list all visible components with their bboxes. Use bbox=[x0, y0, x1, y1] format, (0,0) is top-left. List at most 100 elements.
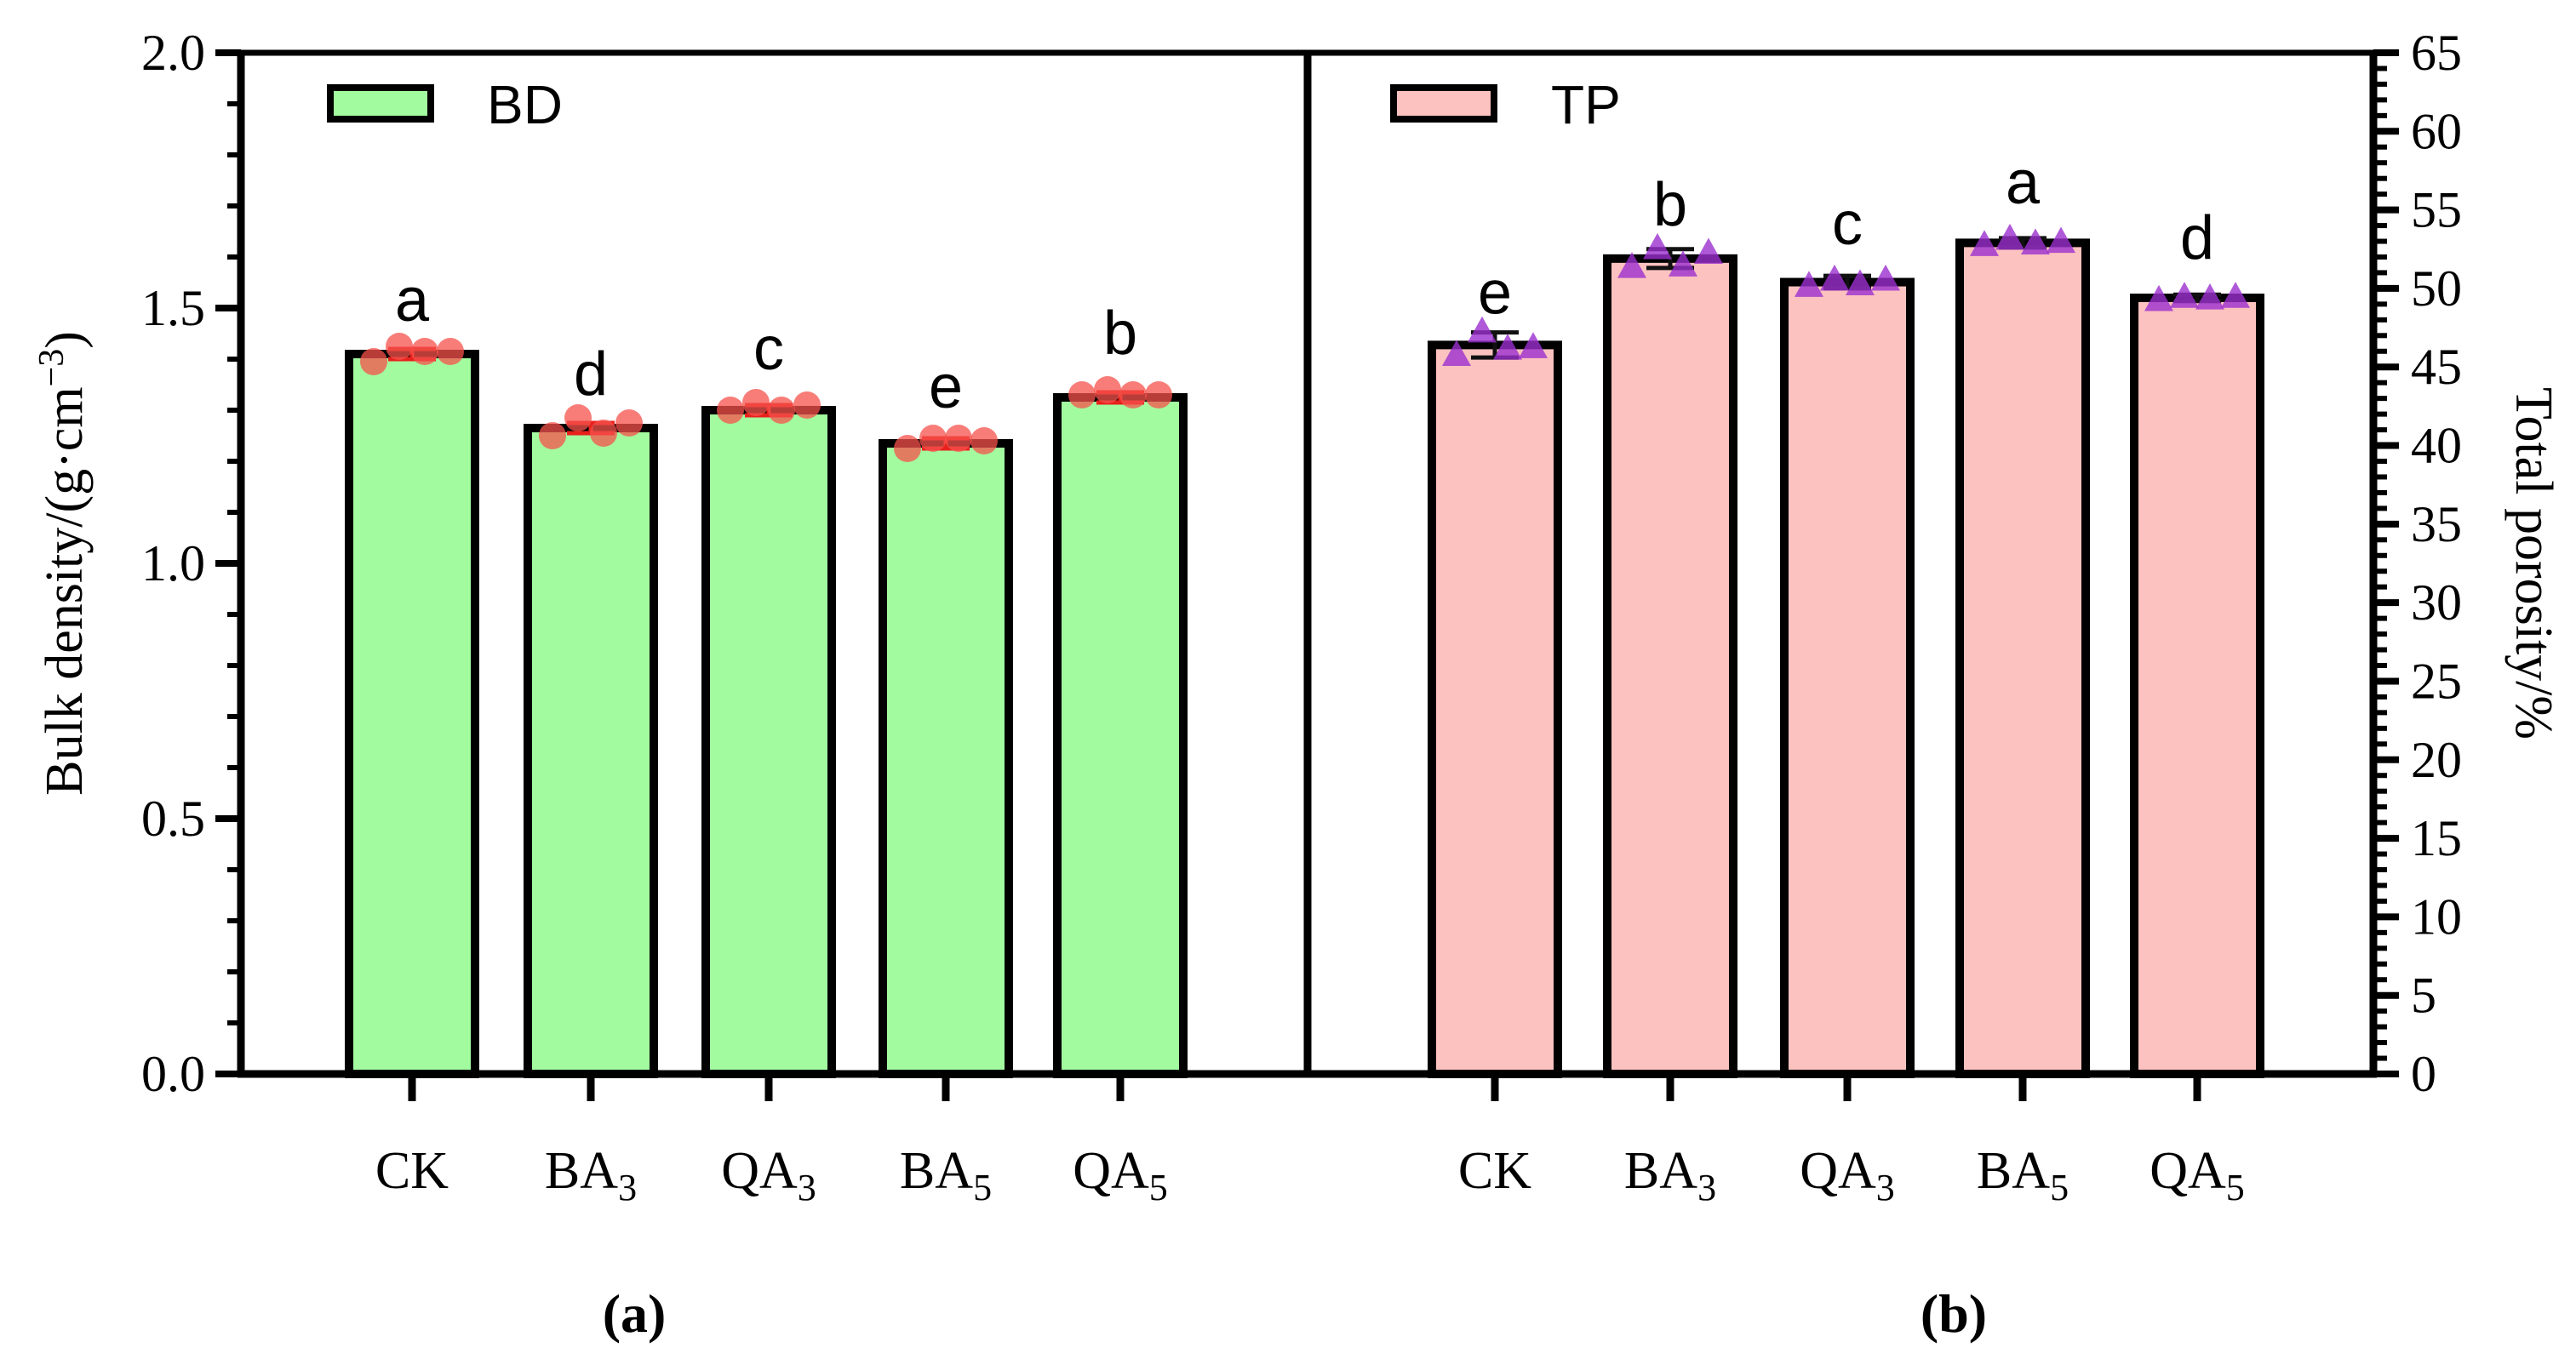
data-point bbox=[386, 333, 413, 360]
legend-bd-label: BD bbox=[487, 74, 563, 135]
legend-bd-swatch bbox=[327, 84, 434, 123]
bar bbox=[2130, 294, 2264, 1078]
y-tick-label: 2.0 bbox=[141, 25, 205, 81]
y-tick-label: 5 bbox=[2411, 968, 2436, 1024]
data-point bbox=[411, 338, 438, 365]
data-point bbox=[793, 391, 821, 419]
data-point bbox=[1493, 334, 1522, 360]
x-tick-label: QA5 bbox=[2150, 1142, 2245, 1208]
data-point bbox=[742, 389, 770, 416]
data-point bbox=[1145, 381, 1172, 408]
data-point bbox=[894, 435, 921, 462]
panel-b: 0 5 10 15 20 25 30 35 40 45 50 55 60 65 e CK b BA3 c QA3 a BA… bbox=[1428, 25, 2462, 1208]
bar bbox=[1428, 340, 1562, 1078]
data-point bbox=[564, 404, 592, 431]
bar bbox=[1053, 393, 1188, 1078]
bar bbox=[1955, 238, 2090, 1078]
y-tick-label: 35 bbox=[2411, 496, 2462, 552]
y-tick-label: 45 bbox=[2411, 339, 2462, 395]
data-point bbox=[1068, 381, 1096, 408]
data-point bbox=[717, 397, 744, 424]
data-point bbox=[615, 409, 643, 437]
significance-letter: b bbox=[1103, 300, 1137, 368]
y-axis-title-left: Bulk density/(g·cm−3) bbox=[32, 331, 94, 796]
y-tick-label: 0.0 bbox=[141, 1046, 205, 1102]
legend-tp-swatch bbox=[1390, 84, 1497, 123]
data-point bbox=[2221, 282, 2250, 308]
significance-letter: d bbox=[2180, 204, 2214, 272]
bar bbox=[1780, 277, 1915, 1078]
x-tick-label: BA3 bbox=[545, 1142, 637, 1208]
panel-label-a: (a) bbox=[603, 1283, 667, 1344]
legend-tp: TP bbox=[1390, 74, 1621, 135]
significance-letter: a bbox=[2006, 149, 2041, 217]
significance-letter: c bbox=[1832, 190, 1863, 258]
data-point bbox=[1643, 232, 1672, 260]
y-tick-label: 25 bbox=[2411, 653, 2462, 709]
significance-letter: c bbox=[753, 315, 784, 383]
y-tick-label: 30 bbox=[2411, 574, 2462, 631]
data-point bbox=[945, 425, 972, 452]
data-point bbox=[437, 338, 464, 365]
x-tick-label: BA5 bbox=[900, 1142, 992, 1208]
data-point bbox=[2021, 228, 2050, 254]
panel-label-b: (b) bbox=[1921, 1283, 1987, 1344]
data-point bbox=[970, 427, 998, 454]
data-point bbox=[1468, 316, 1497, 343]
data-point bbox=[1871, 264, 1900, 291]
significance-letter: b bbox=[1653, 171, 1687, 239]
significance-letter: e bbox=[1478, 259, 1512, 327]
y-tick-label: 40 bbox=[2411, 418, 2462, 474]
data-point bbox=[2046, 226, 2075, 254]
y-tick-label: 10 bbox=[2411, 888, 2462, 945]
data-point bbox=[2170, 282, 2199, 308]
data-point bbox=[1970, 230, 1999, 256]
data-point bbox=[539, 422, 566, 449]
bar bbox=[524, 424, 658, 1078]
y-tick-label: 0.5 bbox=[141, 791, 205, 847]
y-tick-label: 65 bbox=[2411, 25, 2462, 81]
significance-letter: a bbox=[395, 266, 430, 334]
y-tick-label: 20 bbox=[2411, 732, 2462, 788]
y-tick-label: 60 bbox=[2411, 103, 2462, 159]
data-point bbox=[1519, 332, 1548, 358]
data-point bbox=[1820, 264, 1849, 291]
data-point bbox=[1694, 237, 1723, 265]
bar bbox=[701, 406, 836, 1078]
bar bbox=[1603, 254, 1737, 1079]
x-tick-label: BA5 bbox=[1977, 1142, 2069, 1208]
data-point bbox=[1119, 381, 1147, 408]
significance-letter: d bbox=[574, 340, 608, 408]
x-tick-label: CK bbox=[1458, 1142, 1531, 1200]
bar bbox=[879, 439, 1013, 1078]
data-point bbox=[2144, 284, 2173, 311]
legend-tp-label: TP bbox=[1551, 74, 1621, 135]
panel-a: 0.0 0.5 1.0 1.5 2.0 a CK d BA3 c QA3 e BA5 b QA5 bbox=[141, 25, 1188, 1208]
data-point bbox=[590, 420, 617, 447]
y-axis-title-right: Total porosity/% bbox=[2504, 387, 2562, 740]
bar bbox=[345, 350, 479, 1078]
data-point bbox=[2195, 283, 2224, 310]
data-point bbox=[1669, 250, 1697, 277]
x-tick-label: QA5 bbox=[1073, 1142, 1168, 1208]
data-point bbox=[360, 348, 387, 375]
x-tick-label: BA3 bbox=[1624, 1142, 1716, 1208]
y-tick-label: 15 bbox=[2411, 810, 2462, 866]
data-point bbox=[1995, 223, 2024, 250]
y-tick-label: 1.5 bbox=[141, 280, 205, 336]
data-point bbox=[768, 397, 795, 424]
data-point bbox=[1617, 252, 1646, 278]
data-point bbox=[919, 425, 947, 452]
data-point bbox=[1094, 376, 1121, 403]
data-point bbox=[1442, 340, 1471, 367]
x-tick-label: QA3 bbox=[721, 1142, 816, 1208]
y-tick-label: 1.0 bbox=[141, 535, 205, 591]
data-point bbox=[1846, 269, 1875, 295]
data-point bbox=[1795, 271, 1823, 297]
x-tick-label: QA3 bbox=[1800, 1142, 1895, 1208]
x-tick-label: CK bbox=[375, 1142, 449, 1200]
y-tick-label: 50 bbox=[2411, 260, 2462, 317]
y-tick-label: 0 bbox=[2411, 1046, 2436, 1102]
significance-letter: e bbox=[929, 353, 963, 421]
